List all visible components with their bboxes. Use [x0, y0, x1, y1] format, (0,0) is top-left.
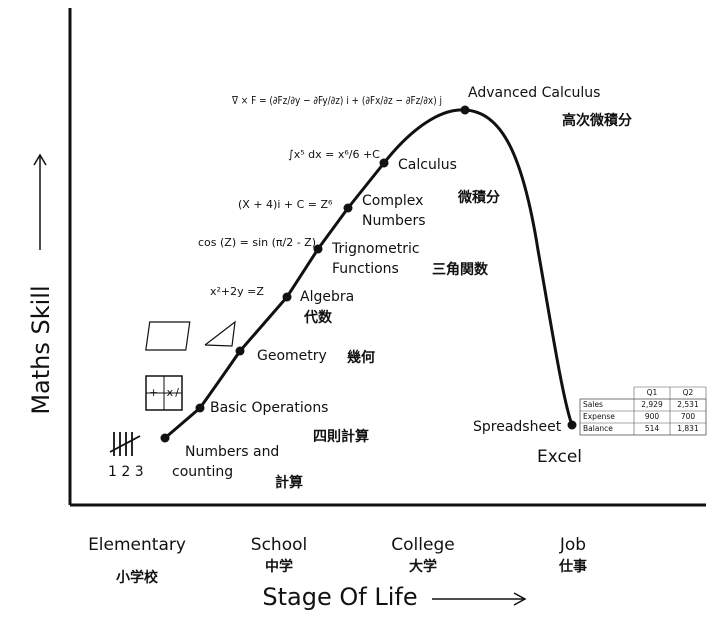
node-label: Numbers: [362, 213, 426, 229]
node-jp: 三角関数: [432, 261, 489, 278]
node-label: counting: [172, 464, 233, 480]
x-arrow: [432, 592, 527, 606]
geometry-icon: [145, 320, 236, 351]
node-jp: 代数: [303, 309, 333, 326]
table-cell: Balance: [583, 424, 613, 433]
node-label: Advanced Calculus: [468, 85, 600, 101]
node-jp: Excel: [537, 447, 582, 467]
stage-label: Job: [559, 535, 586, 555]
node-note: cos (Z) = sin (π/2 - Z): [198, 236, 316, 249]
node-jp: 幾何: [347, 349, 375, 366]
table-header: Q1: [647, 388, 658, 397]
stage-jp: 大学: [409, 558, 437, 575]
node-label: Algebra: [300, 289, 354, 305]
table-cell: 514: [645, 424, 660, 433]
node-note: (X + 4)i + C = Z⁶: [238, 198, 333, 211]
tally-icon: [109, 432, 141, 456]
stage-jp: 中学: [265, 558, 293, 575]
node-label: Basic Operations: [210, 400, 328, 416]
node-note: ∇ × F = (∂Fz/∂y − ∂Fy/∂z) i + (∂Fx/∂z − …: [231, 94, 442, 107]
node-jp: 計算: [275, 474, 303, 491]
node-note: x²+2y =Z: [210, 285, 264, 298]
node-note: 1 2 3: [108, 464, 144, 480]
node-jp: 微積分: [457, 189, 500, 206]
table-cell: Sales: [583, 400, 603, 409]
node-note: ∫x⁵ dx = x⁶/6 +C: [288, 148, 380, 161]
table-cell: Expense: [583, 412, 615, 421]
x-axis-label: Stage Of Life: [262, 583, 417, 611]
stage-label: College: [391, 535, 454, 555]
node-note: + - x /: [149, 386, 179, 399]
node-label: Trignometric: [331, 241, 420, 257]
table-cell: 900: [645, 412, 660, 421]
node-jp: 四則計算: [313, 428, 369, 445]
curve-points: [160, 105, 577, 443]
y-arrow: [33, 153, 47, 250]
node-label: Calculus: [398, 157, 457, 173]
node-label: Spreadsheet: [473, 419, 562, 435]
node-label: Numbers and: [185, 444, 279, 460]
stage-jp: 仕事: [558, 558, 587, 575]
node-label: Geometry: [257, 348, 327, 364]
table-cell: 700: [681, 412, 696, 421]
table-cell: 2,929: [641, 400, 663, 409]
node-label: Complex: [362, 193, 423, 209]
table-cell: 2,531: [677, 400, 699, 409]
stage-jp: 小学校: [116, 569, 159, 586]
table-header: Q2: [683, 388, 694, 397]
spreadsheet-table: [579, 386, 707, 436]
stage-label: School: [251, 535, 307, 555]
table-cell: 1,831: [677, 424, 699, 433]
stage-label: Elementary: [88, 535, 186, 555]
y-axis-label: Maths Skill: [27, 285, 55, 414]
node-label: Functions: [332, 261, 399, 277]
node-jp: 高次微積分: [562, 112, 632, 129]
